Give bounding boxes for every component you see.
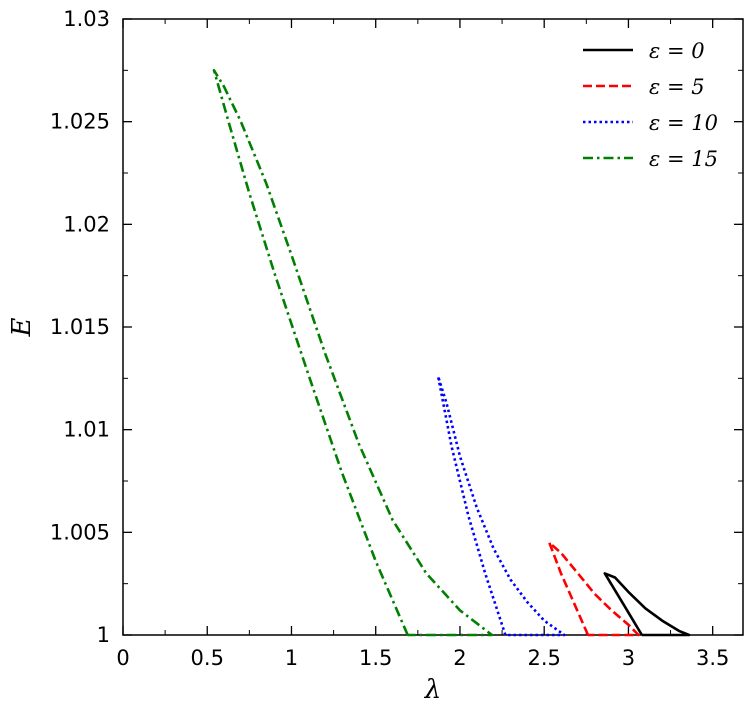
series-lines: [212, 69, 691, 637]
legend-entry-0: ε = 0: [649, 39, 705, 63]
x-tick-label: 0: [116, 646, 129, 670]
y-tick-label: 1.03: [63, 7, 110, 31]
series-line-3: [212, 69, 494, 637]
legend-entry-3: ε = 15: [649, 147, 718, 171]
y-tick-label: 1.01: [63, 418, 110, 442]
x-tick-label: 0.5: [191, 646, 224, 670]
x-tick-label: 3: [622, 646, 635, 670]
y-tick-label: 1.015: [50, 315, 110, 339]
legend-entry-2: ε = 10: [649, 111, 718, 135]
series-line-0: [603, 572, 691, 637]
axis-ticks: [122, 18, 743, 636]
legend: ε = 0 ε = 5 ε = 10 ε = 15: [583, 39, 718, 171]
x-tick-label: 2: [453, 646, 466, 670]
y-tick-label: 1.005: [50, 520, 110, 544]
x-tick-label: 2.5: [527, 646, 560, 670]
series-line-2: [436, 374, 566, 637]
x-tick-label: 1: [285, 646, 298, 670]
y-tick-label: 1.02: [63, 212, 110, 236]
x-tick-label: 3.5: [696, 646, 729, 670]
y-tick-label: 1.025: [50, 110, 110, 134]
tick-labels: 0 0.5 1 1.5 2 2.5 3 3.5 1 1.005 1.01 1.015 1.02 1.025…: [50, 7, 730, 670]
y-tick-label: 1: [97, 623, 110, 647]
y-axis-label: E: [7, 317, 37, 337]
x-axis-label: λ: [424, 675, 441, 705]
x-tick-label: 1.5: [359, 646, 392, 670]
legend-entry-1: ε = 5: [649, 75, 705, 99]
